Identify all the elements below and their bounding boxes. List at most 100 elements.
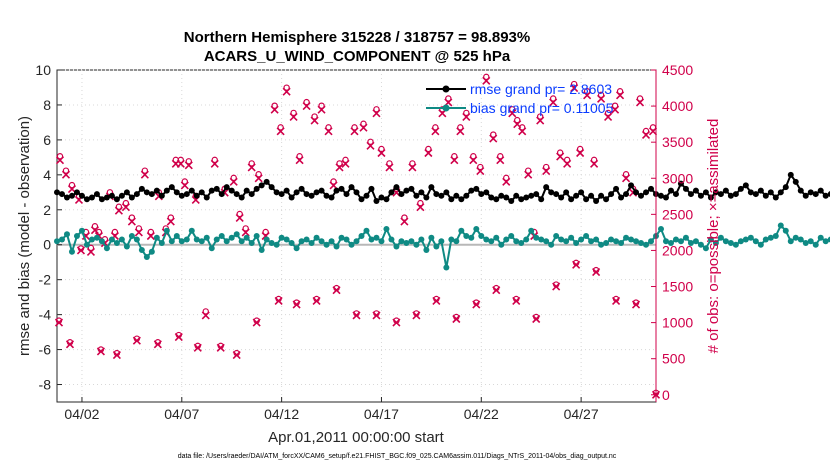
y-right-tick-label: 4000 (662, 98, 693, 114)
obs-possible-marker (451, 153, 458, 160)
bias-point (503, 236, 510, 243)
obs-assimilated-marker (385, 163, 394, 172)
bias-point (148, 248, 155, 255)
rmse-point (657, 192, 664, 199)
bias-point (353, 238, 360, 245)
legend-bias-marker (442, 104, 450, 112)
obs-assimilated-marker (132, 336, 141, 345)
legend-rmse-marker (442, 85, 450, 93)
bias-point (168, 238, 175, 245)
bias-point (328, 238, 335, 245)
y-right-tick-label: 4500 (662, 62, 693, 78)
obs-possible-marker (177, 156, 184, 164)
obs-possible-marker (95, 228, 103, 236)
obs-assimilated-marker (648, 127, 658, 136)
obs-possible-marker (147, 228, 155, 236)
rmse-point (238, 194, 245, 201)
rmse-point (578, 189, 585, 196)
rmse-point (398, 191, 405, 198)
rmse-point (293, 189, 300, 196)
rmse-point (667, 187, 674, 194)
obs-assimilated-marker (408, 163, 417, 172)
bias-point (568, 234, 575, 241)
rmse-point (458, 196, 465, 203)
bias-point (827, 236, 830, 243)
obs-possible-marker (563, 156, 571, 164)
bias-point (558, 236, 565, 243)
chart-title-line1: Northern Hemisphere 315228 / 318757 = 98… (184, 29, 530, 46)
rmse-point (248, 191, 255, 198)
bias-point (78, 227, 85, 234)
bias-point (543, 238, 550, 245)
obs-possible-marker (642, 127, 650, 135)
rmse-point (672, 191, 679, 198)
rmse-point (463, 192, 470, 199)
obs-assimilated-marker (341, 159, 350, 168)
rmse-point (343, 191, 350, 198)
bias-point (812, 241, 819, 248)
bias-point (692, 238, 699, 245)
bias-point (742, 236, 749, 243)
rmse-point (797, 187, 804, 194)
y-left-tick-label: -4 (39, 307, 52, 323)
obs-assimilated-marker (55, 156, 65, 165)
obs-assimilated-marker (572, 260, 581, 269)
rmse-point (253, 185, 260, 192)
obs-possible-marker (56, 153, 64, 160)
obs-assimilated-marker (556, 152, 565, 161)
rmse-point (223, 184, 230, 191)
y-left-tick-label: 2 (43, 202, 51, 218)
obs-assimilated-marker (635, 98, 645, 107)
rmse-point (633, 189, 640, 196)
bias-point (348, 241, 355, 248)
bias-point (228, 234, 235, 241)
rmse-point (348, 184, 355, 191)
x-axis-label: Apr.01,2011 00:00:00 start (268, 429, 445, 446)
obs-possible-marker (432, 124, 439, 131)
bias-point (153, 234, 160, 241)
bias-point (418, 236, 425, 243)
rmse-point (418, 189, 425, 196)
grid-layer (57, 69, 656, 402)
rmse-point (68, 192, 75, 199)
bias-point (608, 236, 615, 243)
bias-point (193, 236, 200, 243)
obs-possible-marker (122, 199, 130, 207)
rmse-point (787, 171, 794, 178)
rmse-point (677, 180, 684, 187)
rmse-series-layer (54, 171, 830, 205)
rmse-point (752, 191, 759, 198)
obs-assimilated-marker (400, 217, 409, 226)
rmse-point (593, 198, 600, 205)
rmse-point (388, 189, 395, 196)
bias-point (403, 239, 410, 246)
obs-possible-marker (111, 228, 119, 236)
rmse-point (742, 182, 749, 189)
rmse-point (258, 182, 265, 189)
bias-point (523, 236, 530, 243)
rmse-point (358, 196, 365, 203)
bias-point (93, 234, 100, 241)
bias-point (722, 238, 729, 245)
obs-assimilated-marker (176, 159, 185, 168)
y-right-tick-label: 500 (662, 351, 686, 367)
obs-assimilated-marker (472, 300, 481, 309)
rmse-point (328, 194, 335, 201)
bias-point (553, 233, 560, 239)
bias-point (777, 222, 784, 229)
bias-point (508, 233, 515, 239)
bias-point (702, 245, 709, 252)
bias-point (378, 238, 385, 245)
obs-possible-marker (457, 124, 464, 131)
obs-possible-marker (576, 145, 584, 153)
rmse-point (54, 189, 60, 196)
rmse-point (123, 189, 130, 196)
rmse-point (528, 192, 535, 199)
bias-point (752, 238, 759, 245)
bias-point (478, 233, 485, 239)
rmse-point (338, 185, 345, 192)
bias-point (672, 236, 679, 243)
bias-point (83, 241, 90, 248)
rmse-point (762, 192, 769, 199)
obs-possible-marker (202, 308, 209, 315)
